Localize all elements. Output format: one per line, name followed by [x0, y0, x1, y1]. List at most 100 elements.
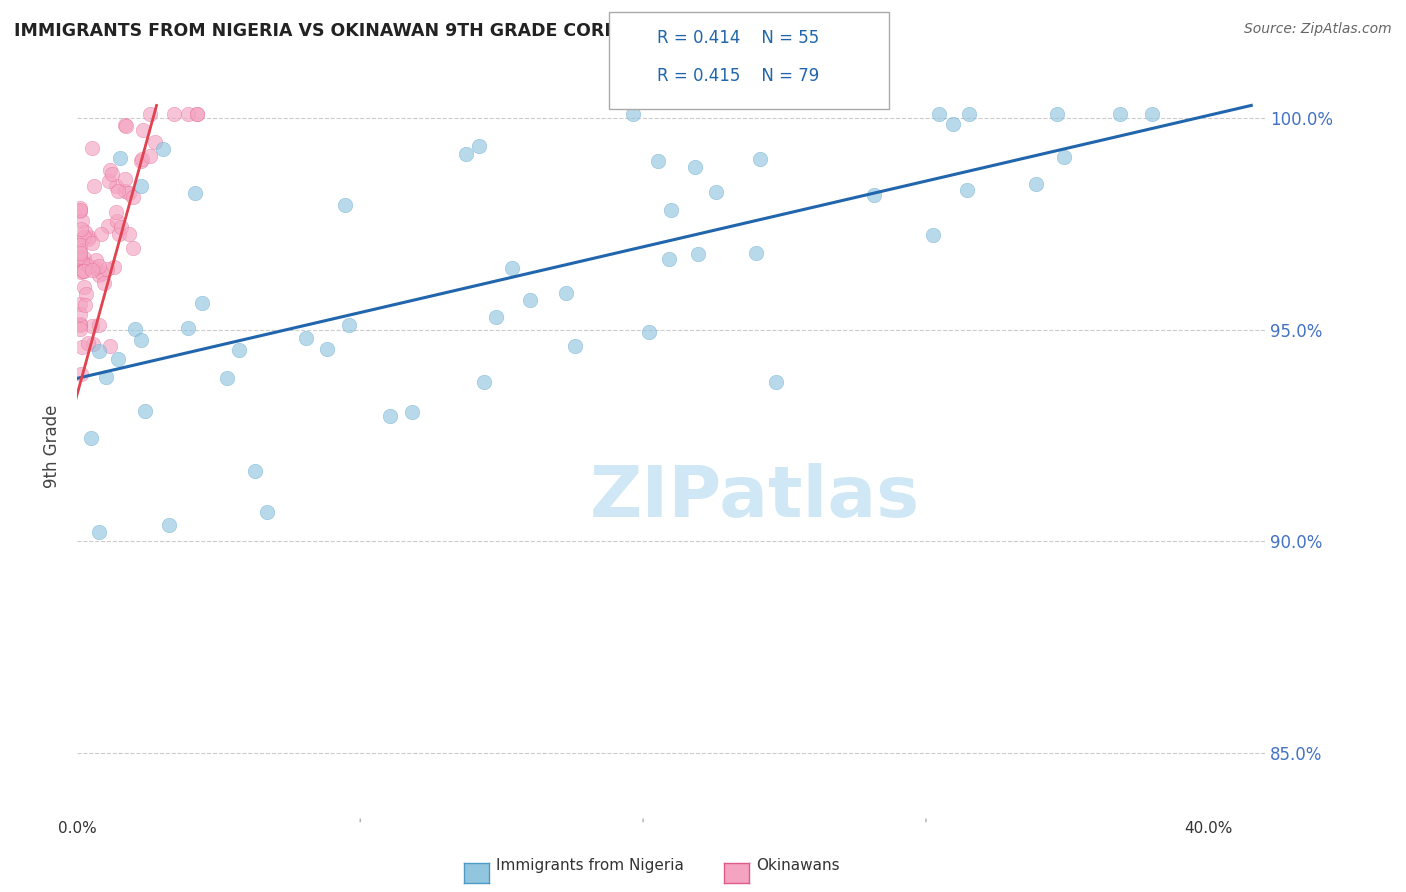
Point: [921, 227, 943, 242]
Point: [87, 344, 110, 359]
Point: [107, 352, 129, 367]
Point: [82, 235, 104, 250]
Point: [72, 264, 94, 278]
Point: [134, 404, 156, 418]
Point: [105, 214, 128, 228]
Point: [69, 203, 91, 218]
Point: [91, 266, 114, 280]
Point: [84, 253, 107, 268]
Point: [97, 174, 120, 188]
Point: [80, 140, 103, 154]
Point: [131, 152, 153, 166]
Point: [564, 339, 586, 353]
Point: [114, 118, 136, 132]
Point: [228, 343, 250, 357]
Point: [152, 142, 174, 156]
Point: [77, 231, 100, 245]
Point: [79, 259, 101, 273]
Point: [638, 325, 661, 339]
Point: [107, 227, 129, 241]
Point: [70, 214, 93, 228]
Point: [69, 367, 91, 381]
Point: [186, 107, 208, 121]
Point: [745, 245, 768, 260]
Point: [1053, 149, 1076, 163]
Text: R = 0.415    N = 79: R = 0.415 N = 79: [657, 67, 818, 85]
Point: [82, 337, 104, 351]
Point: [647, 153, 669, 168]
Point: [686, 247, 709, 261]
Point: [928, 107, 950, 121]
Point: [75, 225, 97, 239]
Point: [69, 318, 91, 332]
Point: [101, 167, 124, 181]
Point: [69, 317, 91, 331]
Text: R = 0.414    N = 55: R = 0.414 N = 55: [657, 29, 818, 46]
Point: [70, 222, 93, 236]
Point: [83, 178, 105, 193]
Point: [1025, 177, 1047, 191]
Point: [942, 117, 965, 131]
Point: [70, 253, 93, 268]
Point: [75, 257, 97, 271]
Point: [73, 280, 96, 294]
Text: Source: ZipAtlas.com: Source: ZipAtlas.com: [1244, 22, 1392, 37]
Point: [243, 464, 266, 478]
Point: [177, 320, 200, 334]
Point: [72, 263, 94, 277]
Point: [98, 339, 121, 353]
Point: [190, 295, 212, 310]
Point: [337, 318, 360, 332]
Point: [749, 152, 772, 166]
Point: [73, 298, 96, 312]
Point: [69, 322, 91, 336]
Point: [143, 136, 166, 150]
Point: [955, 183, 977, 197]
Text: ZIPatlas: ZIPatlas: [589, 463, 920, 533]
Point: [501, 260, 523, 275]
Point: [82, 318, 104, 333]
Point: [69, 233, 91, 247]
Point: [519, 293, 541, 307]
Point: [73, 230, 96, 244]
Point: [118, 186, 141, 200]
Point: [485, 310, 508, 324]
Point: [84, 261, 107, 276]
Text: IMMIGRANTS FROM NIGERIA VS OKINAWAN 9TH GRADE CORRELATION CHART: IMMIGRANTS FROM NIGERIA VS OKINAWAN 9TH …: [14, 22, 772, 40]
Point: [115, 119, 138, 133]
Point: [69, 297, 91, 311]
Point: [110, 220, 132, 235]
Point: [69, 244, 91, 259]
Point: [105, 204, 128, 219]
Point: [69, 251, 91, 265]
Point: [70, 252, 93, 267]
Point: [139, 107, 162, 121]
Point: [704, 185, 727, 199]
Y-axis label: 9th Grade: 9th Grade: [44, 404, 62, 488]
Point: [93, 276, 115, 290]
Point: [114, 171, 136, 186]
Point: [107, 184, 129, 198]
Point: [114, 184, 136, 198]
Point: [294, 331, 316, 345]
Point: [621, 107, 644, 121]
Point: [957, 107, 980, 121]
Point: [186, 107, 208, 121]
Point: [132, 123, 155, 137]
Point: [80, 431, 103, 445]
Point: [863, 187, 886, 202]
Point: [69, 238, 91, 252]
Point: [75, 286, 97, 301]
Point: [118, 227, 141, 241]
Point: [555, 285, 578, 300]
Point: [1142, 107, 1164, 121]
Point: [69, 307, 91, 321]
Point: [73, 252, 96, 266]
Point: [765, 375, 787, 389]
Point: [163, 107, 186, 121]
Point: [122, 241, 145, 255]
Point: [454, 147, 477, 161]
Point: [108, 151, 131, 165]
Point: [176, 107, 198, 121]
Point: [256, 505, 278, 519]
